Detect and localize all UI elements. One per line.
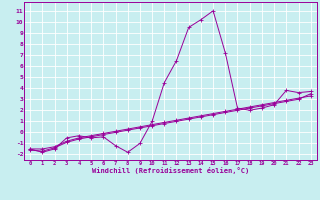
X-axis label: Windchill (Refroidissement éolien,°C): Windchill (Refroidissement éolien,°C) [92, 167, 249, 174]
